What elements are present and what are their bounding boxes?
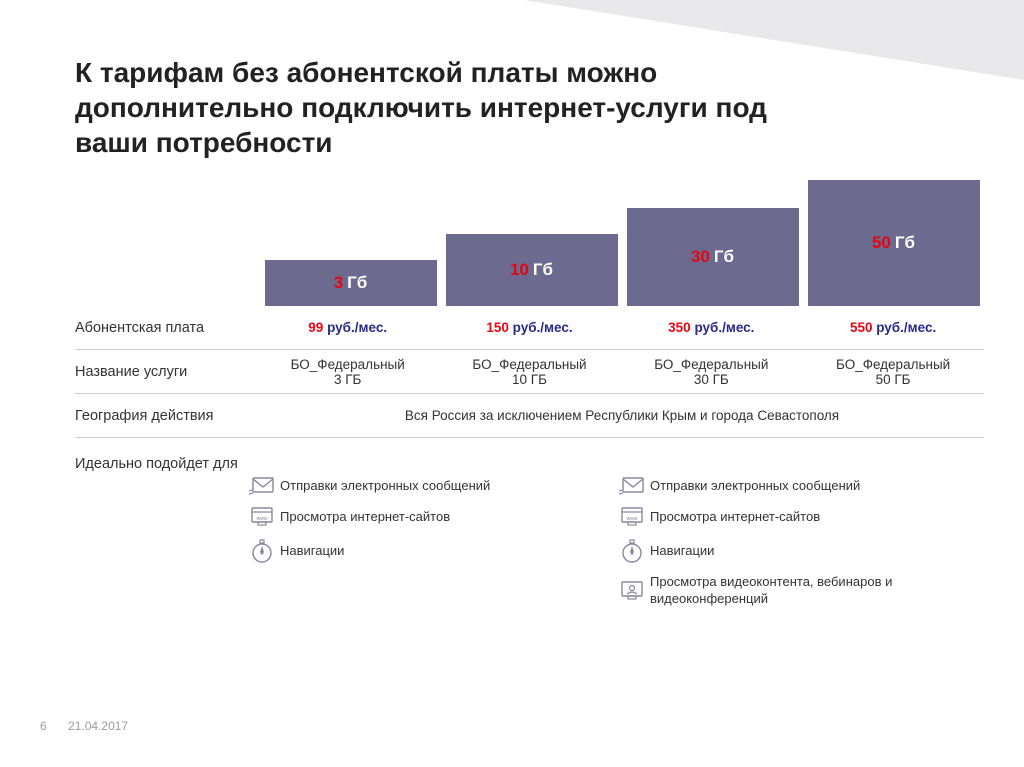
- page-number: 6: [40, 719, 47, 733]
- ideal-col-right: Отправки электронных сообщений www Просм…: [614, 452, 984, 618]
- tier-bar-1-unit: Гб: [533, 260, 553, 280]
- price-0: 99 руб./мес.: [257, 314, 439, 341]
- tier-bar-2: 30 Гб: [627, 208, 799, 306]
- row-ideal: Идеально подойдет для Отправки электронн…: [75, 452, 984, 618]
- svg-text:www: www: [627, 516, 638, 522]
- name-1: БО_Федеральный 10 ГБ: [439, 351, 621, 393]
- row-geo: География действия Вся Россия за исключе…: [75, 394, 984, 438]
- video-icon: [614, 579, 650, 603]
- name-3: БО_Федеральный 50 ГБ: [802, 351, 984, 393]
- price-2: 350 руб./мес.: [620, 314, 802, 341]
- tier-bar-3-num: 50: [872, 233, 891, 253]
- footer: 6 21.04.2017: [40, 719, 128, 733]
- row-ideal-label: Идеально подойдет для: [75, 452, 244, 618]
- row-fee-label: Абонентская плата: [75, 312, 257, 344]
- svg-text:www: www: [257, 516, 268, 522]
- tier-bar-1-num: 10: [510, 260, 529, 280]
- mail-icon: [614, 476, 650, 496]
- tier-bar-0-num: 3: [334, 273, 343, 293]
- browser-icon: www: [244, 506, 280, 528]
- ideal-right-3: Просмотра видеоконтента, вебинаров и вид…: [650, 574, 950, 608]
- geo-text: Вся Россия за исключением Республики Кры…: [260, 398, 984, 433]
- compass-icon: [614, 538, 650, 564]
- price-3: 550 руб./мес.: [802, 314, 984, 341]
- tier-bar-3-unit: Гб: [895, 233, 915, 253]
- ideal-right-0: Отправки электронных сообщений: [650, 478, 860, 495]
- tier-bars-row: 3 Гб 10 Гб 30 Гб 50 Гб: [260, 180, 984, 306]
- ideal-left-2: Навигации: [280, 543, 344, 560]
- tier-bar-3: 50 Гб: [808, 180, 980, 306]
- tier-bar-1: 10 Гб: [446, 234, 618, 306]
- ideal-left-1: Просмотра интернет-сайтов: [280, 509, 450, 526]
- name-0: БО_Федеральный 3 ГБ: [257, 351, 439, 393]
- page-title: К тарифам без абонентской платы можно до…: [75, 55, 795, 160]
- row-name: Название услуги БО_Федеральный 3 ГБ БО_Ф…: [75, 350, 984, 394]
- row-fee: Абонентская плата 99 руб./мес. 150 руб./…: [75, 306, 984, 350]
- tier-bar-2-num: 30: [691, 247, 710, 267]
- browser-icon: www: [614, 506, 650, 528]
- mail-icon: [244, 476, 280, 496]
- compass-icon: [244, 538, 280, 564]
- tier-bar-2-unit: Гб: [714, 247, 734, 267]
- row-name-label: Название услуги: [75, 356, 257, 388]
- tier-bar-0: 3 Гб: [265, 260, 437, 306]
- name-2: БО_Федеральный 30 ГБ: [620, 351, 802, 393]
- tier-bar-0-unit: Гб: [347, 273, 367, 293]
- price-1: 150 руб./мес.: [439, 314, 621, 341]
- ideal-col-left: Отправки электронных сообщений www Просм…: [244, 452, 614, 618]
- footer-date: 21.04.2017: [68, 719, 128, 733]
- ideal-right-1: Просмотра интернет-сайтов: [650, 509, 820, 526]
- ideal-left-0: Отправки электронных сообщений: [280, 478, 490, 495]
- ideal-right-2: Навигации: [650, 543, 714, 560]
- row-geo-label: География действия: [75, 400, 260, 432]
